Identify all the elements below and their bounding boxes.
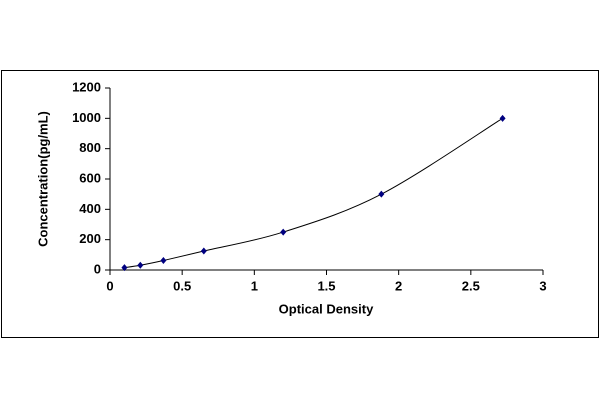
y-tick-label: 600 — [79, 170, 101, 185]
data-point — [200, 247, 207, 255]
y-tick-label: 1000 — [72, 110, 101, 125]
data-point — [378, 190, 385, 198]
y-tick-label: 400 — [79, 201, 101, 216]
x-tick-label: 3 — [539, 278, 546, 293]
x-tick-label: 2.5 — [462, 278, 480, 293]
chart-frame — [1, 70, 599, 338]
fit-line — [124, 117, 503, 269]
data-point — [499, 114, 506, 122]
x-axis-label: Optical Density — [279, 301, 374, 316]
y-tick-label: 1200 — [72, 79, 101, 94]
x-tick-label: 0.5 — [173, 278, 191, 293]
x-tick-label: 1 — [251, 278, 258, 293]
data-point — [280, 228, 287, 236]
y-tick-label: 0 — [94, 261, 101, 276]
data-point — [160, 257, 167, 265]
x-tick-label: 2 — [395, 278, 402, 293]
y-axis-label: Concentration(pg/mL) — [35, 111, 50, 247]
y-tick-label: 200 — [79, 231, 101, 246]
data-point — [137, 261, 144, 269]
data-point — [121, 264, 128, 272]
x-tick-label: 1.5 — [317, 278, 335, 293]
y-tick-label: 800 — [79, 140, 101, 155]
x-tick-label: 0 — [106, 278, 113, 293]
